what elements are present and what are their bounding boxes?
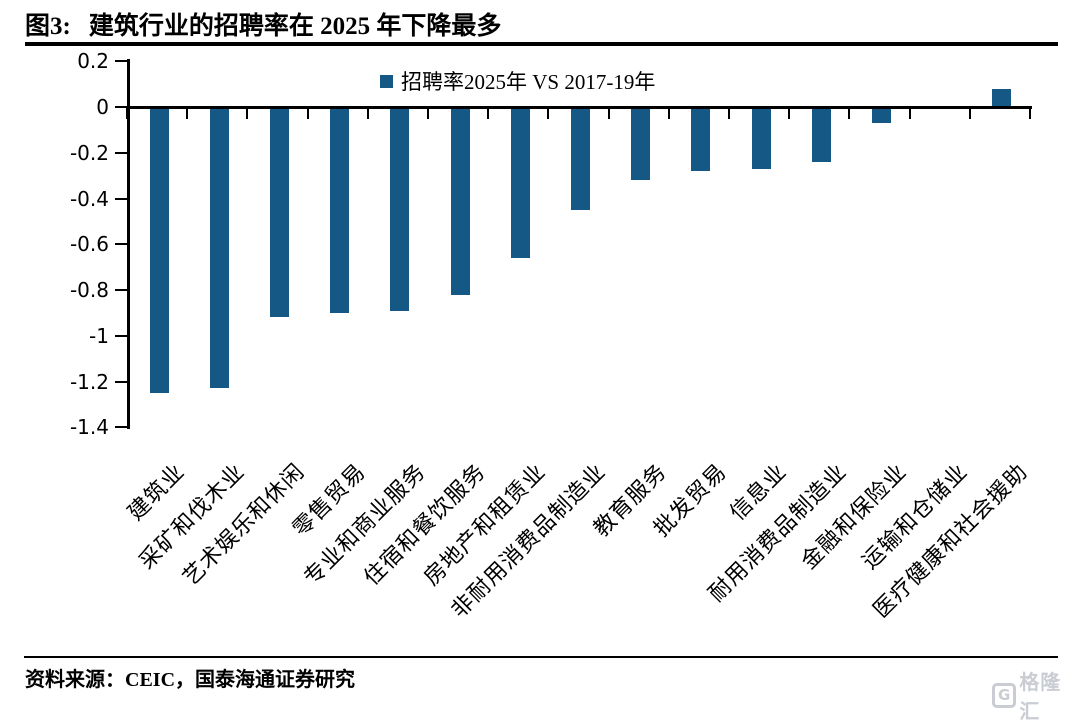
y-axis-tick-label: -0.8: [69, 278, 109, 302]
legend-marker-icon: [380, 74, 393, 88]
bar: [992, 88, 1012, 107]
y-axis-tick: [115, 289, 127, 291]
x-axis-tick: [968, 108, 971, 119]
bar: [510, 107, 530, 258]
y-axis-tick-label: 0.2: [77, 49, 109, 74]
y-axis-tick: [115, 106, 127, 108]
y-axis-tick: [115, 197, 127, 200]
x-axis-tick: [547, 108, 550, 119]
chart-legend: 招聘率2025年 VS 2017-19年: [380, 66, 655, 96]
x-axis-tick: [246, 108, 249, 119]
bar: [450, 107, 470, 295]
y-axis-tick: [115, 243, 127, 246]
x-axis-tick: [126, 108, 128, 119]
x-axis-tick: [306, 108, 309, 119]
x-axis-tick: [487, 108, 490, 119]
y-axis-tick-label: -1: [89, 323, 109, 348]
y-axis-tick-label: -1.4: [69, 415, 109, 440]
bar: [270, 107, 289, 318]
y-axis-tick-label: -0.6: [69, 232, 109, 257]
bar: [872, 107, 891, 123]
gelonghui-g-icon: G: [992, 682, 1017, 708]
y-axis-tick: [115, 380, 127, 383]
bar: [209, 107, 229, 389]
y-axis-tick-label: -0.2: [69, 140, 109, 165]
x-axis-tick: [427, 108, 429, 119]
y-axis-tick: [115, 151, 127, 154]
bar: [330, 107, 350, 313]
y-axis-tick: [115, 334, 127, 337]
x-axis-tick: [848, 108, 851, 119]
x-axis-line: [127, 106, 1032, 109]
x-axis-tick: [788, 108, 791, 119]
legend-label: 招聘率2025年 VS 2017-19年: [401, 70, 656, 94]
x-axis-tick: [1029, 108, 1031, 119]
figure-page: 图3: 建筑行业的招聘率在 2025 年下降最多 招聘率2025年 VS 2017…: [24, 6, 1060, 723]
y-axis-tick-label: -0.4: [69, 186, 109, 211]
bar: [571, 107, 590, 210]
y-axis-tick: [115, 426, 127, 429]
x-axis-tick: [607, 108, 610, 119]
x-axis-tick: [728, 108, 730, 119]
bar: [390, 107, 410, 311]
gelonghui-logo: G 格隆汇: [992, 666, 1080, 724]
figure-number: 图3:: [25, 13, 71, 40]
x-axis-tick: [186, 108, 189, 119]
footer-divider: [24, 656, 1058, 658]
x-axis-tick: [366, 108, 369, 119]
x-axis-tick: [667, 108, 670, 119]
y-axis-tick-label: -1.2: [69, 369, 109, 394]
bar: [149, 107, 169, 393]
bar: [751, 107, 771, 169]
gelonghui-logo-text: 格隆汇: [1019, 670, 1062, 723]
title-divider: [25, 42, 1058, 46]
bar: [631, 107, 651, 181]
figure-title-text: 建筑行业的招聘率在 2025 年下降最多: [88, 13, 502, 40]
x-axis-tick: [908, 108, 911, 119]
y-axis-tick-label: 0: [96, 95, 109, 119]
y-axis-line: [127, 59, 130, 430]
bar: [691, 107, 711, 172]
y-axis-tick: [115, 60, 127, 63]
figure-title: 图3: 建筑行业的招聘率在 2025 年下降最多: [25, 6, 501, 42]
bar: [811, 107, 831, 162]
source-note: 资料来源：CEIC，国泰海通证券研究: [25, 669, 356, 691]
